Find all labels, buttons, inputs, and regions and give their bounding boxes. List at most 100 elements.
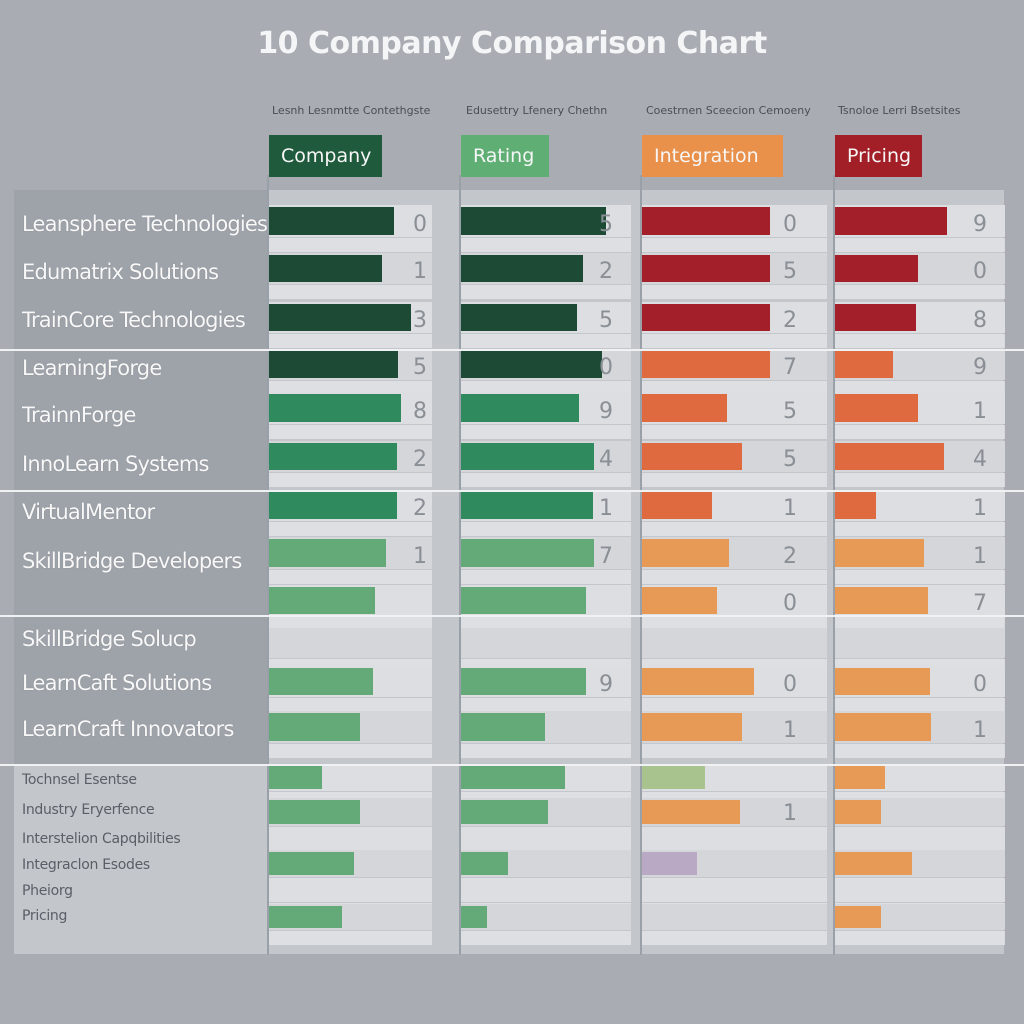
row-gap bbox=[835, 473, 1005, 487]
row-stripe bbox=[461, 880, 631, 902]
value-digit: 0 bbox=[599, 355, 613, 380]
value-digit: 0 bbox=[783, 672, 797, 697]
row-gap bbox=[269, 698, 432, 712]
value-digit: 2 bbox=[599, 259, 613, 284]
header-company: Company bbox=[269, 135, 382, 177]
row-gap bbox=[461, 698, 631, 712]
value-digit: 4 bbox=[599, 447, 613, 472]
bar-pricing-2 bbox=[835, 304, 916, 331]
row-gap bbox=[269, 931, 432, 945]
row-gap bbox=[642, 381, 827, 395]
group-separator bbox=[0, 490, 1024, 492]
row-label: Pricing bbox=[22, 908, 68, 924]
value-digit: 1 bbox=[973, 496, 987, 521]
bar-pricing-10 bbox=[835, 668, 930, 695]
column-subheader: Tsnoloe Lerri Bsetsites bbox=[838, 104, 961, 117]
bar-company-3 bbox=[269, 351, 398, 378]
row-gap bbox=[269, 238, 432, 252]
bar-integration-12 bbox=[642, 766, 705, 789]
bar-integration-7 bbox=[642, 539, 729, 567]
bar-company-11 bbox=[269, 713, 360, 741]
row-stripe bbox=[269, 880, 432, 902]
column-subheader: Coestrnen Sceecion Cemoeny bbox=[646, 104, 811, 117]
bar-rating-5 bbox=[461, 443, 594, 470]
column-divider bbox=[833, 175, 835, 955]
row-gap bbox=[835, 285, 1005, 299]
row-gap bbox=[835, 238, 1005, 252]
bar-pricing-4 bbox=[835, 394, 918, 422]
row-gap bbox=[642, 425, 827, 439]
row-gap bbox=[835, 334, 1005, 348]
row-gap bbox=[269, 570, 432, 584]
value-digit: 0 bbox=[973, 672, 987, 697]
row-gap bbox=[642, 285, 827, 299]
row-gap bbox=[835, 744, 1005, 758]
row-stripe bbox=[835, 628, 1005, 658]
bar-integration-4 bbox=[642, 394, 727, 422]
value-digit: 9 bbox=[973, 212, 987, 237]
bar-company-10 bbox=[269, 668, 373, 695]
row-label: InnoLearn Systems bbox=[22, 452, 209, 476]
row-gap bbox=[461, 381, 631, 395]
bar-company-0 bbox=[269, 207, 394, 235]
row-stripe bbox=[269, 628, 432, 658]
bar-rating-1 bbox=[461, 255, 583, 282]
value-digit: 7 bbox=[783, 355, 797, 380]
row-gap bbox=[461, 931, 631, 945]
value-digit: 9 bbox=[973, 355, 987, 380]
value-digit: 2 bbox=[783, 308, 797, 333]
value-digit: 5 bbox=[599, 308, 613, 333]
row-stripe bbox=[461, 628, 631, 658]
value-digit: 5 bbox=[783, 447, 797, 472]
row-gap bbox=[835, 698, 1005, 712]
row-label: VirtualMentor bbox=[22, 500, 155, 524]
group-separator bbox=[0, 349, 1024, 351]
row-gap bbox=[269, 617, 432, 631]
row-label: LearnCraft Innovators bbox=[22, 717, 234, 741]
row-stripe bbox=[835, 880, 1005, 902]
bar-company-13 bbox=[269, 800, 360, 824]
bar-rating-6 bbox=[461, 492, 593, 519]
row-gap bbox=[642, 570, 827, 584]
row-gap bbox=[461, 617, 631, 631]
value-digit: 9 bbox=[599, 672, 613, 697]
bar-rating-17 bbox=[461, 906, 487, 928]
bar-integration-0 bbox=[642, 207, 770, 235]
column-divider bbox=[267, 175, 269, 955]
bar-pricing-0 bbox=[835, 207, 947, 235]
row-stripe bbox=[269, 828, 432, 850]
bar-rating-12 bbox=[461, 766, 565, 789]
row-gap bbox=[461, 744, 631, 758]
value-digit: 1 bbox=[973, 718, 987, 743]
value-digit: 9 bbox=[599, 399, 613, 424]
value-digit: 1 bbox=[973, 399, 987, 424]
value-digit: 4 bbox=[973, 447, 987, 472]
value-digit: 1 bbox=[413, 259, 427, 284]
row-gap bbox=[835, 381, 1005, 395]
bar-rating-0 bbox=[461, 207, 606, 235]
row-stripe bbox=[642, 880, 827, 902]
row-gap bbox=[461, 285, 631, 299]
bar-integration-3 bbox=[642, 351, 770, 378]
row-stripe bbox=[642, 828, 827, 850]
row-gap bbox=[461, 473, 631, 487]
value-digit: 5 bbox=[413, 355, 427, 380]
bar-company-15 bbox=[269, 852, 354, 875]
bar-pricing-11 bbox=[835, 713, 931, 741]
bar-pricing-12 bbox=[835, 766, 885, 789]
group-separator bbox=[0, 764, 1024, 766]
value-digit: 0 bbox=[783, 212, 797, 237]
row-gap bbox=[461, 570, 631, 584]
bar-company-8 bbox=[269, 587, 375, 614]
value-digit: 0 bbox=[783, 591, 797, 616]
row-label: Tochnsel Esentse bbox=[22, 772, 137, 788]
row-gap bbox=[642, 522, 827, 536]
row-label: TrainCore Technologies bbox=[22, 308, 246, 332]
value-digit: 2 bbox=[783, 544, 797, 569]
header-pricing: Pricing bbox=[835, 135, 922, 177]
column-divider bbox=[640, 175, 642, 955]
value-digit: 2 bbox=[413, 496, 427, 521]
row-gap bbox=[269, 381, 432, 395]
